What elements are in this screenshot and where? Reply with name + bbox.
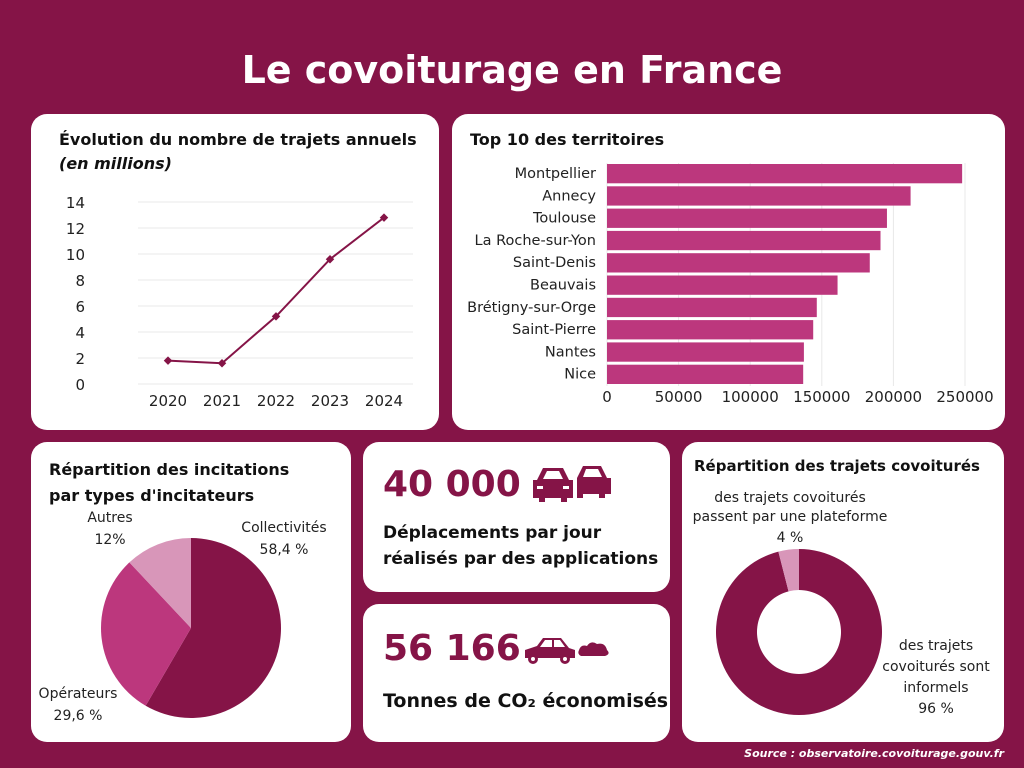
pie-chart-title: Répartition des incitations par types d'… (49, 460, 290, 505)
pie-slice (145, 538, 281, 718)
category-label: Beauvais (530, 278, 596, 294)
pie-slice (100, 562, 191, 706)
data-point (325, 254, 335, 264)
category-label: Annecy (542, 188, 596, 204)
car-exhaust-icon (525, 638, 609, 664)
category-label: Montpellier (515, 166, 596, 182)
series-line (167, 216, 385, 365)
line-chart-card: Évolution du nombre de trajets annuels (… (31, 114, 439, 430)
x-tick-label: 0 (602, 388, 612, 406)
category-label: Nantes (545, 344, 596, 360)
bar (607, 186, 911, 206)
bar-chart-title: Top 10 des territoires (470, 130, 665, 149)
line-chart-subtitle: (en millions) (59, 154, 172, 173)
bar (607, 364, 804, 384)
donut-chart: des trajets covoiturés sont informels 96 % d… (693, 490, 991, 717)
slice-name-line: informels (903, 680, 968, 696)
bar (607, 208, 887, 228)
y-tick-label: 12 (66, 220, 85, 238)
donut-slice (716, 549, 882, 715)
slice-name: Opérateurs (39, 686, 118, 702)
bar (607, 275, 838, 295)
bar (607, 297, 817, 318)
y-tick-label: 6 (75, 298, 85, 316)
x-tick-label: 150000 (793, 388, 850, 406)
stat-label: Tonnes de CO₂ économisés (383, 690, 669, 712)
category-label: Brétigny-sur-Orge (467, 300, 596, 316)
slice-name: Autres (87, 510, 132, 526)
bar (607, 164, 963, 184)
x-tick-label: 2020 (149, 392, 187, 410)
page-title: Le covoiturage en France (241, 48, 783, 92)
slice-name-line: passent par une plateforme (693, 509, 888, 525)
y-tick-label: 10 (66, 246, 85, 264)
slice-name-line: covoiturés sont (882, 659, 990, 675)
category-label: Toulouse (532, 211, 596, 227)
stat-value: 56 166 (383, 628, 521, 669)
category-label: Nice (564, 367, 596, 383)
data-point (271, 312, 281, 321)
pie-chart: Collectivités 58,4 % Opérateurs 29,6 % Autre… (39, 510, 327, 724)
slice-value: 96 % (918, 701, 954, 717)
x-tick-label: 2023 (311, 392, 349, 410)
slice-value: 12% (94, 532, 125, 548)
x-tick-label: 250000 (936, 388, 993, 406)
category-label: Saint-Denis (513, 255, 596, 271)
bar-chart-card: Top 10 des territoires 0 50000 100000 15000… (452, 114, 1005, 430)
slice-value: 4 % (777, 530, 804, 546)
stat-label-line2: réalisés par des applications (383, 549, 659, 569)
x-tick-label: 2022 (257, 392, 295, 410)
data-point (217, 358, 227, 368)
line-chart-title: Évolution du nombre de trajets annuels (59, 130, 417, 149)
data-point (379, 213, 389, 222)
bar (607, 230, 881, 251)
donut-slice (778, 549, 799, 592)
slice-value: 29,6 % (54, 708, 103, 724)
stat-card-co2: 56 166 Tonnes de CO₂ économisés (363, 604, 670, 742)
two-cars-icon (533, 466, 611, 502)
bar (607, 342, 804, 362)
x-tick-label: 100000 (722, 388, 779, 406)
stat-value: 40 000 (383, 464, 521, 505)
y-tick-label: 8 (75, 272, 85, 290)
x-tick-label: 50000 (655, 388, 703, 406)
y-tick-label: 2 (75, 350, 85, 368)
donut-chart-title: Répartition des trajets covoiturés (694, 457, 980, 475)
category-label: Saint-Pierre (512, 322, 596, 338)
data-point (163, 356, 173, 365)
slice-value: 58,4 % (260, 542, 309, 558)
bar (607, 253, 870, 273)
bar-chart: 0 50000 100000 150000 200000 250000 Montpellie… (467, 163, 994, 406)
source-note: Source : observatoire.covoiturage.gouv.f… (744, 747, 1004, 760)
x-tick-label: 200000 (865, 388, 922, 406)
bar (607, 320, 814, 340)
donut-chart-card: Répartition des trajets covoiturés des t… (682, 442, 1004, 742)
stat-label: Déplacements par jour réalisés par des ap… (383, 520, 658, 572)
y-tick-label: 14 (66, 194, 85, 212)
line-chart: 0 2 4 6 8 10 12 14 2020 2021 2022 2023 2024 (66, 194, 413, 410)
stat-card-trips: 40 000 Déplacements par jour réalisés par… (363, 442, 670, 592)
x-tick-label: 2024 (365, 392, 403, 410)
slice-name-line: des trajets (899, 638, 973, 654)
slice-name-line: des trajets covoiturés (714, 490, 866, 506)
category-label: La Roche-sur-Yon (475, 233, 596, 249)
x-tick-label: 2021 (203, 392, 241, 410)
y-tick-label: 4 (75, 324, 85, 342)
y-tick-label: 0 (75, 376, 85, 394)
slice-name: Collectivités (241, 520, 326, 536)
pie-slice (129, 538, 191, 628)
stat-label-line1: Déplacements par jour (383, 523, 602, 543)
pie-chart-card: Répartition des incitations par types d'… (31, 442, 351, 742)
